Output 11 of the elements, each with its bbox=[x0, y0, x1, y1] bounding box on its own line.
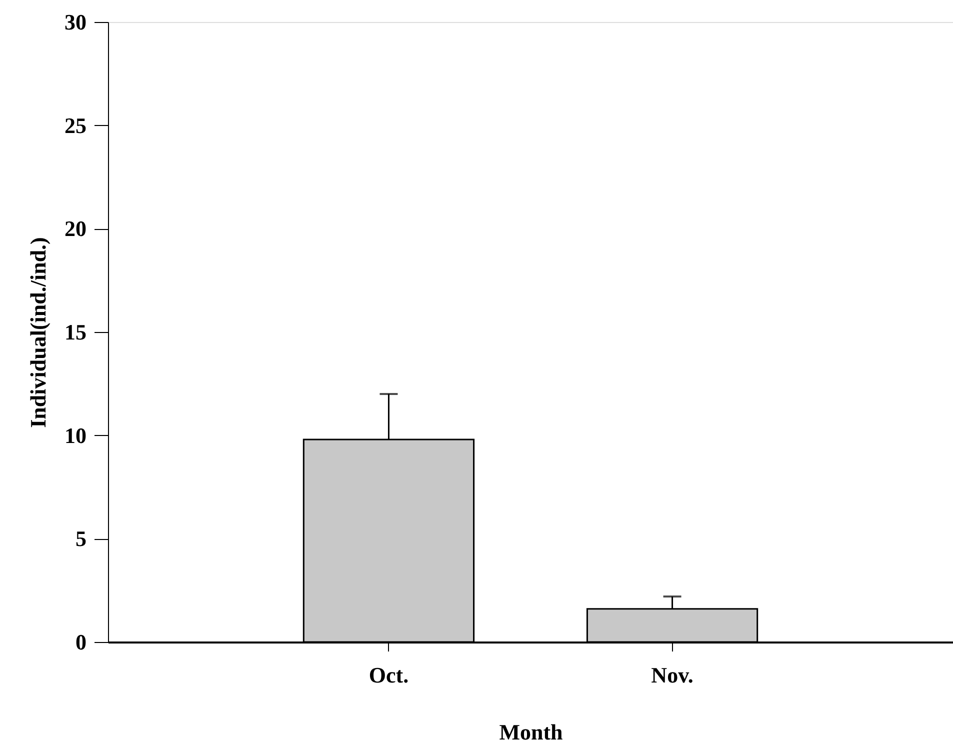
x-tick-label: Nov. bbox=[651, 662, 694, 688]
y-tick-label: 30 bbox=[64, 10, 86, 34]
y-tick-label: 0 bbox=[76, 630, 86, 654]
y-tick-label: 25 bbox=[64, 112, 86, 138]
y-tick-label: 15 bbox=[64, 320, 86, 344]
y-tick-label: 20 bbox=[64, 216, 86, 242]
x-axis-title: Month bbox=[499, 720, 563, 744]
y-tick-label: 5 bbox=[76, 526, 86, 552]
x-tick-label: Oct. bbox=[368, 662, 409, 688]
y-axis-title: Individual(ind./ind.) bbox=[26, 237, 50, 428]
y-tick-label: 10 bbox=[64, 422, 86, 448]
